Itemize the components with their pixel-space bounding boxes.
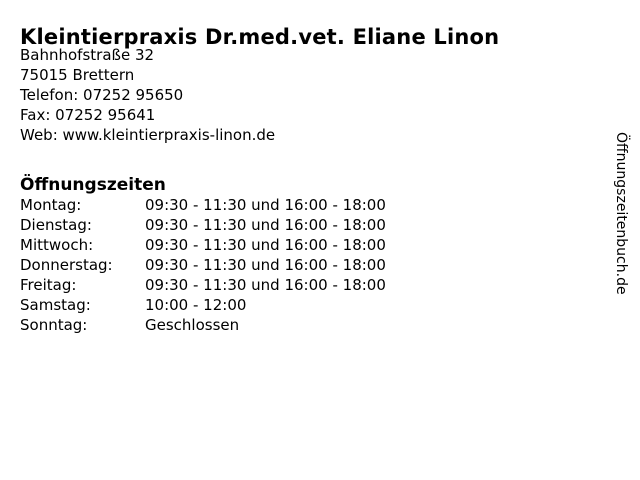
page-title: Kleintierpraxis Dr.med.vet. Eliane Linon: [20, 25, 500, 50]
address-street: Bahnhofstraße 32: [20, 46, 155, 64]
opening-hours-table: Montag: 09:30 - 11:30 und 16:00 - 18:00 …: [20, 195, 386, 335]
hours-row-friday: Freitag: 09:30 - 11:30 und 16:00 - 18:00: [20, 275, 386, 295]
time-value: 09:30 - 11:30 und 16:00 - 18:00: [145, 236, 386, 254]
time-value: Geschlossen: [145, 316, 240, 334]
address-city: 75015 Brettern: [20, 66, 135, 84]
time-value: 10:00 - 12:00: [145, 296, 247, 314]
hours-row-monday: Montag: 09:30 - 11:30 und 16:00 - 18:00: [20, 195, 386, 215]
hours-row-saturday: Samstag: 10:00 - 12:00: [20, 295, 386, 315]
day-label: Freitag:: [20, 276, 77, 294]
time-value: 09:30 - 11:30 und 16:00 - 18:00: [145, 256, 386, 274]
hours-row-thursday: Donnerstag: 09:30 - 11:30 und 16:00 - 18…: [20, 255, 386, 275]
hours-row-tuesday: Dienstag: 09:30 - 11:30 und 16:00 - 18:0…: [20, 215, 386, 235]
day-label: Sonntag:: [20, 316, 88, 334]
day-label: Donnerstag:: [20, 256, 113, 274]
site-watermark: Öffnungszeitenbuch.de: [613, 132, 629, 295]
web-line: Web: www.kleintierpraxis-linon.de: [20, 126, 276, 144]
day-label: Dienstag:: [20, 216, 92, 234]
day-label: Samstag:: [20, 296, 91, 314]
fax-line: Fax: 07252 95641: [20, 106, 156, 124]
contact-block: Bahnhofstraße 32 75015 Brettern Telefon:…: [20, 45, 275, 145]
time-value: 09:30 - 11:30 und 16:00 - 18:00: [145, 216, 386, 234]
day-label: Mittwoch:: [20, 236, 94, 254]
opening-hours-heading: Öffnungszeiten: [20, 175, 166, 196]
time-value: 09:30 - 11:30 und 16:00 - 18:00: [145, 196, 386, 214]
phone-line: Telefon: 07252 95650: [20, 86, 184, 104]
time-value: 09:30 - 11:30 und 16:00 - 18:00: [145, 276, 386, 294]
hours-row-sunday: Sonntag: Geschlossen: [20, 315, 386, 335]
hours-row-wednesday: Mittwoch: 09:30 - 11:30 und 16:00 - 18:0…: [20, 235, 386, 255]
day-label: Montag:: [20, 196, 82, 214]
